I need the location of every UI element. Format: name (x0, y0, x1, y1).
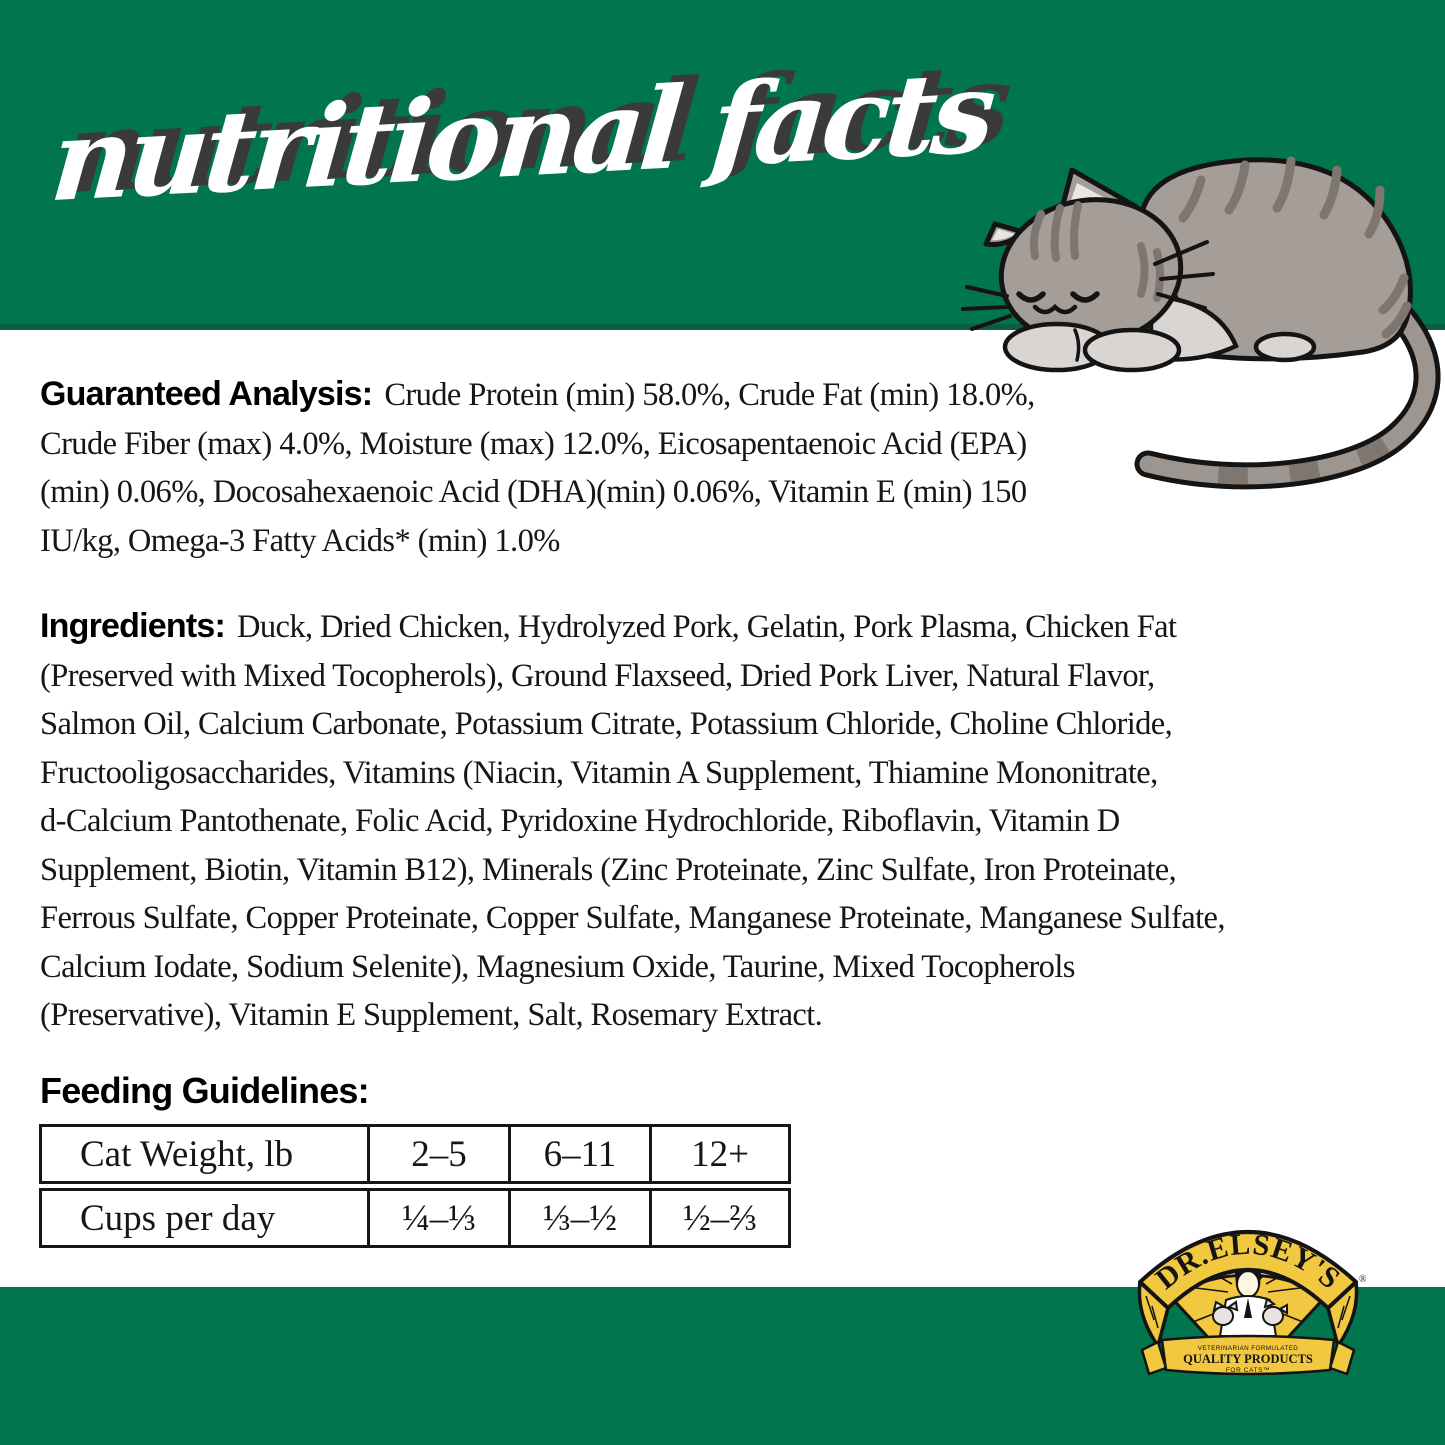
closed-eyes (1016, 291, 1100, 303)
value-cell: ⅓–½ (508, 1191, 649, 1245)
row-header-cell: Cups per day (80, 1197, 276, 1239)
text-line: d-Calcium Pantothenate, Folic Acid, Pyri… (40, 803, 1120, 839)
cat-head (961, 167, 1215, 347)
sleeping-cat-illustration (961, 156, 1441, 490)
ingredients-section: Ingredients: Duck, Dried Chicken, Hydroly… (40, 602, 1225, 1040)
text-line: Crude Protein (min) 58.0%, Crude Fat (mi… (384, 377, 1035, 413)
value-cell: ½–⅔ (649, 1191, 788, 1245)
table-row: Cups per day ¼–⅓ ⅓–½ ½–⅔ (39, 1188, 791, 1248)
row-header-cell: Cat Weight, lb (80, 1133, 294, 1175)
ribbon-top-text: VETERINARIAN FORMULATED (1198, 1345, 1298, 1352)
dr-elseys-logo: DR.ELSEY'S ® VETERINARIAN FORMULATED QUA… (1137, 1228, 1367, 1376)
tail-hatching (1145, 1295, 1351, 1329)
text-line: Supplement, Biotin, Vitamin B12), Minera… (40, 851, 1177, 888)
value-cell: 6–11 (508, 1127, 649, 1181)
logo-cats (1212, 1297, 1288, 1326)
value-cell: 12+ (649, 1127, 788, 1181)
feeding-guidelines-label: Feeding Guidelines: (40, 1070, 370, 1111)
text-line: (Preserved with Mixed Tocopherols), Grou… (40, 657, 1155, 694)
guaranteed-analysis-section: Guaranteed Analysis: Crude Protein (min) … (40, 370, 1035, 565)
text-line: Salmon Oil, Calcium Carbonate, Potassium… (40, 706, 1173, 742)
text-line: (Preservative), Vitamin E Supplement, Sa… (40, 997, 823, 1033)
feeding-table: Cat Weight, lb 2–5 6–11 12+ Cups per day… (39, 1124, 791, 1248)
value-cell: ¼–⅓ (367, 1191, 508, 1245)
text-line: Crude Fiber (max) 4.0%, Moisture (max) 1… (40, 425, 1027, 462)
text-line: IU/kg, Omega-3 Fatty Acids* (min) 1.0% (40, 522, 560, 559)
text-line: Calcium Iodate, Sodium Selenite), Magnes… (40, 948, 1075, 985)
cat-stripes (1178, 156, 1412, 339)
text-line: Fructooligosaccharides, Vitamins (Niacin… (40, 754, 1158, 791)
whiskers (961, 240, 1215, 331)
ribbon-bottom-text: FOR CATS™ (1226, 1367, 1270, 1374)
ribbon-main-text: QUALITY PRODUCTS (1183, 1352, 1313, 1366)
text-line: (min) 0.06%, Docosahexaenoic Acid (DHA)(… (40, 474, 1027, 510)
text-line: Duck, Dried Chicken, Hydrolyzed Pork, Ge… (236, 609, 1177, 645)
ingredients-label: Ingredients: (40, 607, 226, 645)
text-line: Ferrous Sulfate, Copper Proteinate, Copp… (40, 900, 1225, 936)
value-cell: 2–5 (367, 1127, 508, 1181)
registered-mark: ® (1359, 1274, 1367, 1285)
guaranteed-analysis-label: Guaranteed Analysis: (40, 375, 373, 413)
table-row: Cat Weight, lb 2–5 6–11 12+ (39, 1124, 791, 1184)
